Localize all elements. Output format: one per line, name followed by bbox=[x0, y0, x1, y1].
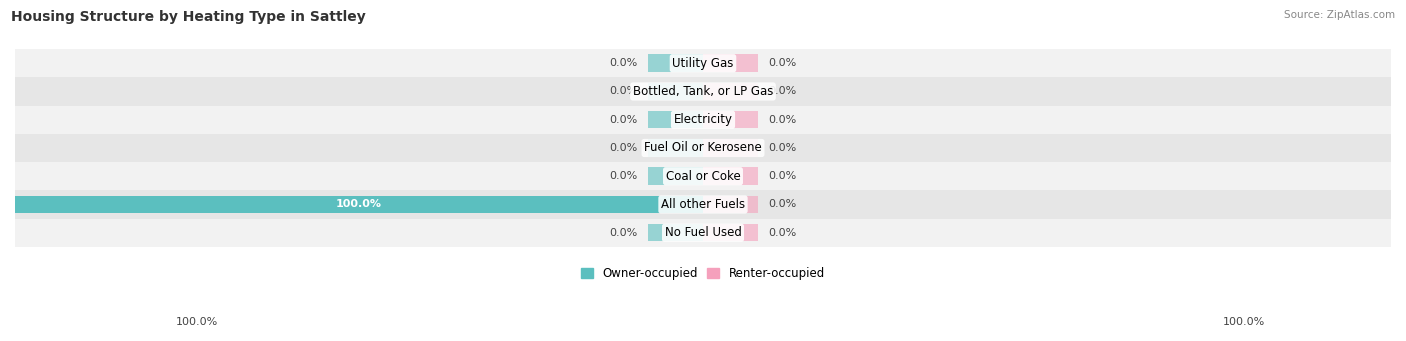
Text: 0.0%: 0.0% bbox=[768, 199, 797, 209]
Text: Source: ZipAtlas.com: Source: ZipAtlas.com bbox=[1284, 10, 1395, 20]
Text: 0.0%: 0.0% bbox=[768, 228, 797, 238]
Bar bbox=[703, 111, 758, 129]
Text: 100.0%: 100.0% bbox=[176, 317, 218, 327]
Bar bbox=[703, 167, 758, 185]
Bar bbox=[648, 167, 703, 185]
Bar bbox=[703, 55, 758, 72]
Bar bbox=[648, 111, 703, 129]
Bar bbox=[703, 224, 758, 241]
Bar bbox=[15, 106, 1391, 134]
Text: 0.0%: 0.0% bbox=[768, 115, 797, 125]
Text: 0.0%: 0.0% bbox=[768, 171, 797, 181]
Text: All other Fuels: All other Fuels bbox=[661, 198, 745, 211]
Text: 0.0%: 0.0% bbox=[609, 228, 638, 238]
Bar bbox=[15, 49, 1391, 77]
Text: 0.0%: 0.0% bbox=[768, 87, 797, 97]
Bar bbox=[15, 162, 1391, 190]
Bar bbox=[703, 196, 758, 213]
Text: 0.0%: 0.0% bbox=[609, 115, 638, 125]
Bar bbox=[648, 55, 703, 72]
Text: 100.0%: 100.0% bbox=[336, 199, 382, 209]
Bar bbox=[15, 196, 703, 213]
Text: 0.0%: 0.0% bbox=[609, 143, 638, 153]
Bar bbox=[703, 139, 758, 157]
Bar bbox=[648, 83, 703, 100]
Legend: Owner-occupied, Renter-occupied: Owner-occupied, Renter-occupied bbox=[576, 262, 830, 284]
Bar bbox=[648, 224, 703, 241]
Text: 0.0%: 0.0% bbox=[609, 58, 638, 68]
Bar bbox=[15, 77, 1391, 106]
Bar bbox=[648, 139, 703, 157]
Text: Fuel Oil or Kerosene: Fuel Oil or Kerosene bbox=[644, 142, 762, 154]
Bar bbox=[15, 134, 1391, 162]
Bar bbox=[703, 83, 758, 100]
Text: Housing Structure by Heating Type in Sattley: Housing Structure by Heating Type in Sat… bbox=[11, 10, 366, 24]
Text: Coal or Coke: Coal or Coke bbox=[665, 170, 741, 183]
Text: 0.0%: 0.0% bbox=[609, 87, 638, 97]
Text: Bottled, Tank, or LP Gas: Bottled, Tank, or LP Gas bbox=[633, 85, 773, 98]
Text: 100.0%: 100.0% bbox=[1223, 317, 1265, 327]
Bar bbox=[15, 219, 1391, 247]
Text: 0.0%: 0.0% bbox=[768, 143, 797, 153]
Text: Utility Gas: Utility Gas bbox=[672, 57, 734, 70]
Text: Electricity: Electricity bbox=[673, 113, 733, 126]
Text: 0.0%: 0.0% bbox=[768, 58, 797, 68]
Text: 0.0%: 0.0% bbox=[609, 171, 638, 181]
Bar bbox=[15, 190, 1391, 219]
Text: No Fuel Used: No Fuel Used bbox=[665, 226, 741, 239]
